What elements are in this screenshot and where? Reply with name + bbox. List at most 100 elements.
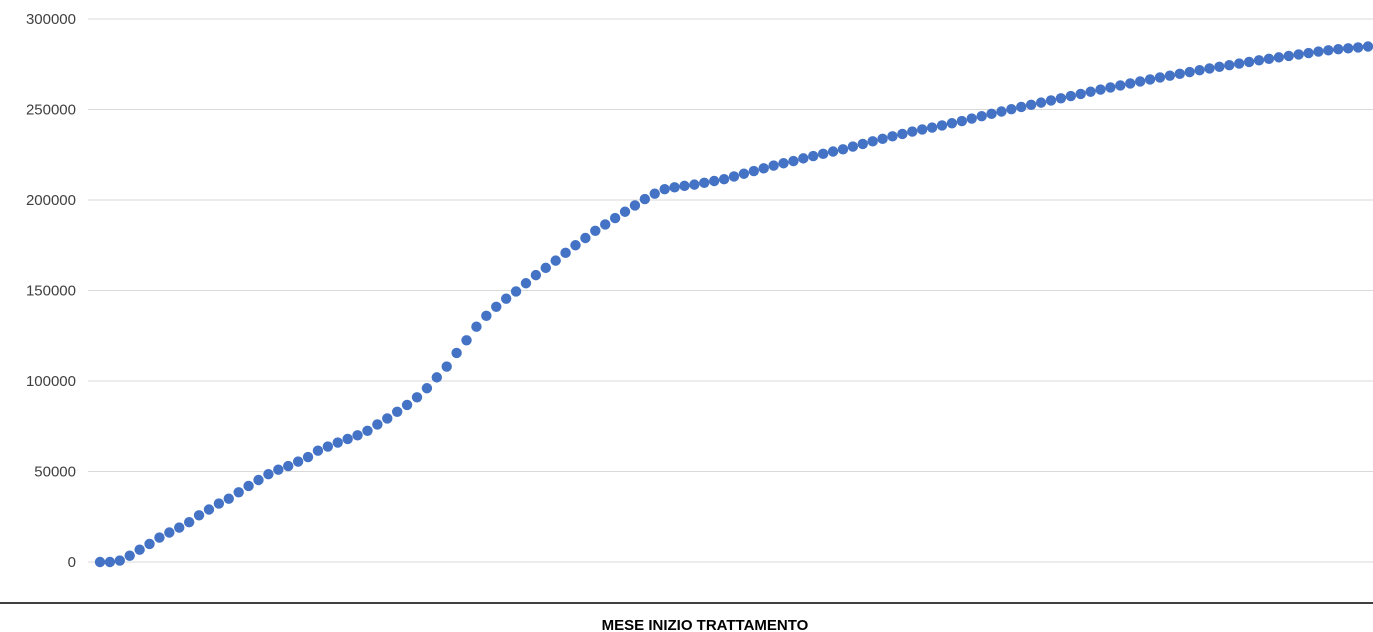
data-point	[1016, 101, 1027, 113]
data-point	[1214, 61, 1225, 72]
data-point	[986, 108, 997, 120]
data-point	[1313, 46, 1324, 57]
data-point	[1164, 70, 1176, 81]
data-point	[629, 200, 641, 211]
data-point	[372, 419, 383, 430]
data-point	[550, 255, 561, 266]
data-point	[1115, 80, 1126, 91]
data-point	[1243, 56, 1255, 68]
data-point	[847, 141, 859, 152]
data-point	[1144, 74, 1156, 85]
data-point	[808, 150, 819, 162]
data-point	[114, 555, 126, 566]
data-point	[679, 180, 690, 192]
data-point	[124, 550, 135, 561]
data-point	[897, 128, 908, 140]
data-point	[1125, 78, 1136, 89]
data-point	[689, 179, 700, 190]
data-point	[154, 532, 165, 543]
data-point	[1323, 45, 1334, 56]
data-point	[1184, 66, 1195, 78]
data-point	[223, 493, 234, 504]
data-point	[609, 212, 621, 224]
data-point	[619, 206, 631, 217]
y-tick-label: 200000	[26, 192, 76, 209]
x-axis-title: MESE INIZIO TRATTAMENTO	[602, 617, 809, 632]
data-point	[956, 115, 968, 127]
data-point	[1025, 99, 1037, 110]
data-point	[570, 240, 581, 251]
data-point	[560, 247, 571, 259]
data-point	[718, 173, 730, 185]
data-point	[174, 522, 185, 533]
data-point	[1154, 72, 1166, 83]
data-point	[798, 153, 809, 164]
data-point	[1224, 59, 1235, 71]
data-point	[451, 347, 462, 359]
data-point	[1283, 50, 1294, 62]
gridlines	[88, 18, 1373, 563]
data-point	[302, 451, 314, 463]
data-point	[312, 445, 324, 456]
data-point	[530, 269, 542, 281]
data-point	[837, 144, 849, 155]
data-point	[827, 146, 839, 157]
data-point	[699, 177, 710, 189]
data-point	[411, 392, 423, 403]
data-point	[1204, 63, 1215, 74]
data-point	[1105, 82, 1116, 93]
data-point	[1194, 65, 1205, 76]
data-point	[788, 155, 799, 167]
data-point	[867, 136, 878, 147]
data-point	[758, 163, 769, 174]
data-point	[996, 106, 1007, 117]
data-point	[322, 441, 334, 452]
data-point	[936, 120, 948, 131]
data-point	[1234, 58, 1245, 69]
data-point	[362, 425, 373, 436]
data-point	[1253, 55, 1265, 66]
data-point	[1085, 86, 1096, 97]
data-point	[193, 510, 205, 521]
data-point	[817, 148, 829, 160]
y-tick-label: 150000	[26, 283, 76, 300]
data-point	[332, 437, 343, 448]
data-point	[1362, 41, 1373, 52]
data-point	[907, 126, 918, 137]
data-point	[1263, 53, 1275, 65]
data-point	[233, 487, 244, 498]
data-point	[669, 182, 680, 193]
data-point	[183, 516, 195, 528]
data-point	[1352, 42, 1364, 53]
data-point	[708, 175, 720, 187]
y-tick-label: 300000	[26, 11, 76, 28]
data-point	[1055, 93, 1067, 104]
data-point	[441, 361, 452, 372]
data-point	[164, 527, 175, 538]
data-point	[382, 413, 393, 424]
data-point	[966, 113, 977, 124]
data-point	[946, 118, 958, 129]
data-point	[1342, 43, 1354, 54]
y-tick-label: 0	[68, 554, 76, 571]
data-point	[1293, 49, 1304, 60]
data-point	[1035, 97, 1047, 108]
data-point	[600, 219, 611, 230]
data-point	[976, 111, 987, 122]
data-point	[213, 498, 225, 509]
data-point	[1045, 95, 1057, 106]
data-point	[857, 138, 868, 150]
data-point	[342, 433, 353, 445]
data-point	[649, 188, 660, 199]
data-point	[401, 399, 413, 411]
data-point	[243, 480, 254, 492]
data-point	[1174, 68, 1185, 80]
data-point	[94, 556, 106, 568]
data-point	[659, 183, 670, 195]
data-point	[1065, 90, 1077, 102]
data-point	[590, 225, 601, 236]
data-point	[1095, 84, 1106, 95]
data-point	[1273, 52, 1285, 63]
data-point	[520, 278, 532, 289]
data-point	[104, 556, 116, 568]
